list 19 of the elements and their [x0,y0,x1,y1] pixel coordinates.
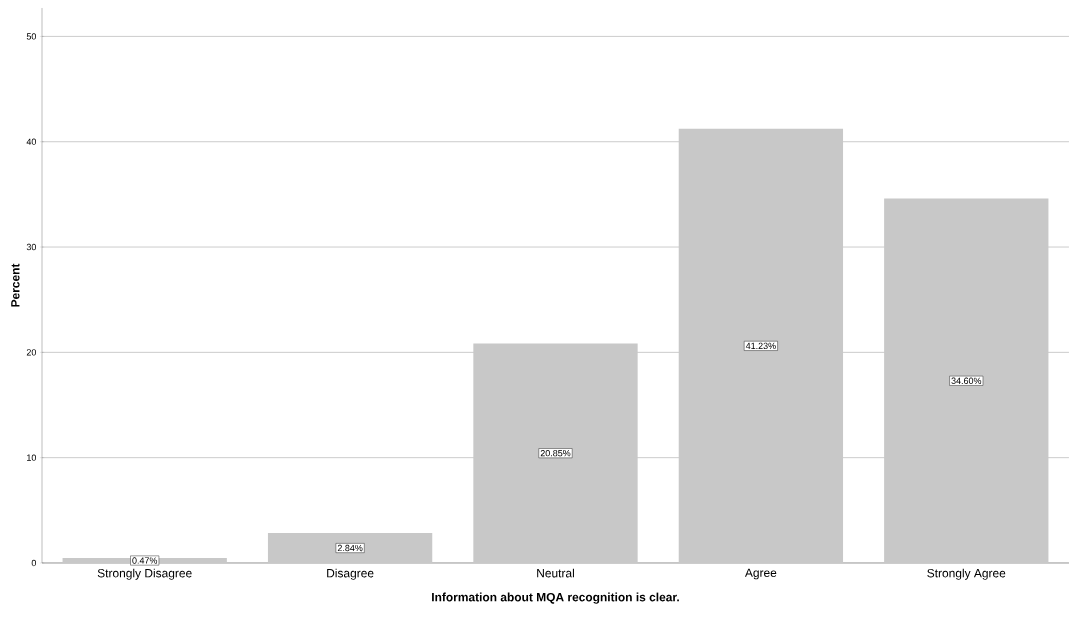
data-label: 2.84% [337,544,363,552]
x-tick-label: Agree [744,568,777,580]
x-tick-label: Strongly Disagree [97,568,192,580]
y-tick-label: 20 [26,349,37,356]
data-label: 34.60% [951,377,982,384]
x-axis-title: Information about MQA recognition is clear. [432,592,679,604]
y-axis-title: Percent [11,263,20,307]
data-label: 41.23% [745,342,776,350]
y-tick-label: 10 [27,454,37,461]
data-label: 20.85% [540,450,571,457]
x-tick-label: Disagree [327,568,374,580]
y-tick-label: 30 [26,243,37,251]
y-tick-label: 0 [31,559,37,567]
x-tick-label: Neutral [537,568,574,578]
data-label: 0.47% [132,557,158,564]
y-tick-label: 40 [26,138,37,145]
x-tick-label: Strongly Agree [927,568,1006,580]
bar [267,533,433,563]
y-tick-label: 50 [26,33,37,40]
